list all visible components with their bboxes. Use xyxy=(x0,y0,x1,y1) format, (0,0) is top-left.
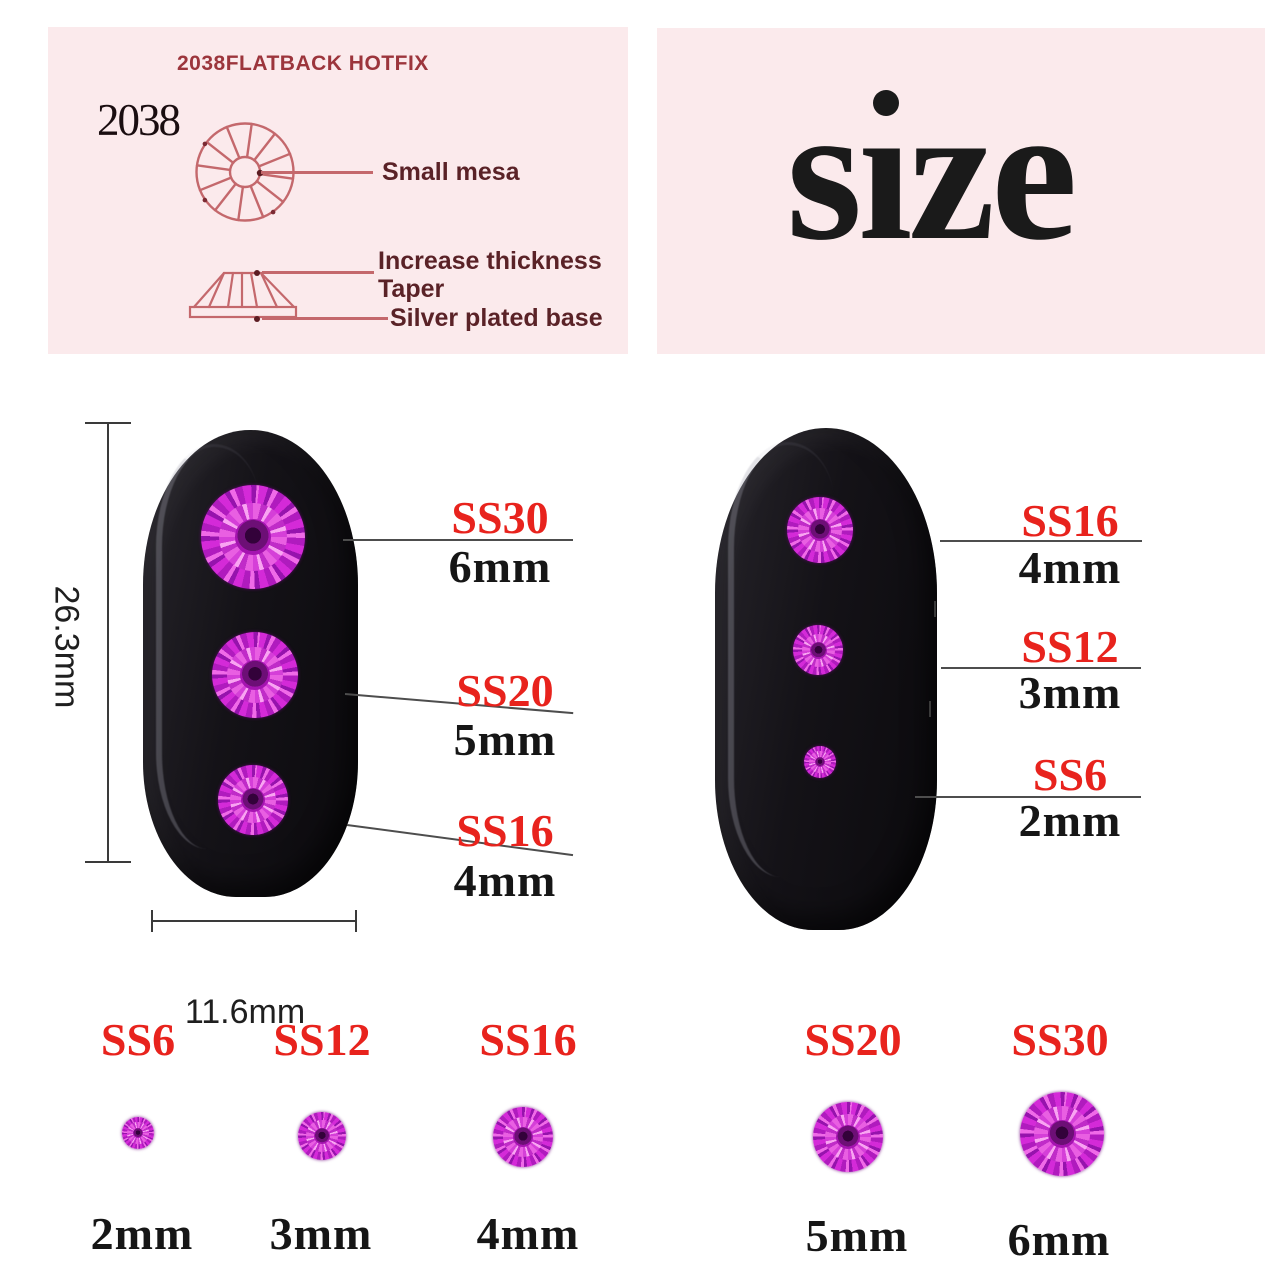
edge-tick-2 xyxy=(929,701,931,717)
mm-size-label: 2mm xyxy=(1018,795,1122,846)
ss-size-label: SS6 xyxy=(1032,749,1108,800)
product-info-card xyxy=(48,27,628,354)
nail-height-label: 26.3mm xyxy=(47,585,86,709)
callout-increase-thickness: Increase thickness xyxy=(378,247,602,275)
width-dim-tick-right xyxy=(355,910,357,932)
rhinestone-ss20 xyxy=(212,632,298,718)
leader-ss12-right xyxy=(941,667,1141,669)
rhinestone-ss12-right xyxy=(793,625,843,675)
chart-ss-label: SS6 xyxy=(100,1014,176,1065)
rhinestone-ss6-right xyxy=(804,746,836,778)
chart-rhinestone-ss20 xyxy=(813,1102,883,1172)
mm-size-label: 3mm xyxy=(1018,667,1122,718)
chart-mm-label: 5mm xyxy=(805,1210,909,1261)
ss-size-label: SS16 xyxy=(456,805,554,856)
mm-size-label: 4mm xyxy=(453,855,557,906)
chart-mm-label: 4mm xyxy=(476,1208,580,1259)
leader-silver-base xyxy=(262,317,388,320)
callout-small-mesa: Small mesa xyxy=(382,158,520,186)
chart-mm-label: 2mm xyxy=(90,1208,194,1259)
mm-size-label: 4mm xyxy=(1018,542,1122,593)
mm-size-label: 5mm xyxy=(453,714,557,765)
rhinestone-ss30 xyxy=(201,485,305,589)
top-view-diagram xyxy=(195,122,295,222)
height-dim-cap-bottom xyxy=(85,861,131,863)
ss-size-label: SS30 xyxy=(451,492,549,543)
chart-ss-label: SS20 xyxy=(804,1014,902,1065)
nail-width-label: 11.6mm xyxy=(184,993,306,1031)
info-card-header: 2038FLATBACK HOTFIX xyxy=(177,52,429,75)
callout-silver-base: Silver plated base xyxy=(390,304,603,332)
leader-ss30 xyxy=(343,539,573,541)
chart-ss-label: SS12 xyxy=(273,1014,371,1065)
size-card xyxy=(657,28,1265,354)
chart-rhinestone-ss6 xyxy=(122,1117,154,1149)
chart-ss-label: SS16 xyxy=(479,1014,577,1065)
leader-ss6-right xyxy=(915,796,1141,798)
chart-mm-label: 6mm xyxy=(1007,1214,1111,1265)
chart-mm-label: 3mm xyxy=(269,1208,373,1259)
chart-rhinestone-ss30 xyxy=(1020,1092,1104,1176)
rhinestone-ss16-right xyxy=(787,497,853,563)
side-view-diagram xyxy=(188,270,298,322)
leader-ss16-right xyxy=(940,540,1142,542)
leader-small-mesa xyxy=(261,171,373,174)
size-title-i-dot-icon xyxy=(873,90,899,116)
ss-size-label: SS16 xyxy=(1021,495,1119,546)
chart-ss-label: SS30 xyxy=(1011,1014,1109,1065)
callout-taper: Taper xyxy=(378,275,445,303)
leader-increase-thickness xyxy=(262,271,374,274)
ss-size-label: SS12 xyxy=(1021,621,1119,672)
width-dim-line xyxy=(152,920,357,922)
chart-rhinestone-ss12 xyxy=(298,1112,346,1160)
mm-size-label: 6mm xyxy=(448,541,552,592)
height-dim-line xyxy=(107,423,109,863)
model-number: 2038 xyxy=(97,95,181,145)
edge-tick-1 xyxy=(934,601,936,617)
size-title-text: sıze xyxy=(786,65,1077,281)
ss-size-label: SS20 xyxy=(456,665,554,716)
chart-rhinestone-ss16 xyxy=(493,1107,553,1167)
rhinestone-ss16 xyxy=(218,765,288,835)
